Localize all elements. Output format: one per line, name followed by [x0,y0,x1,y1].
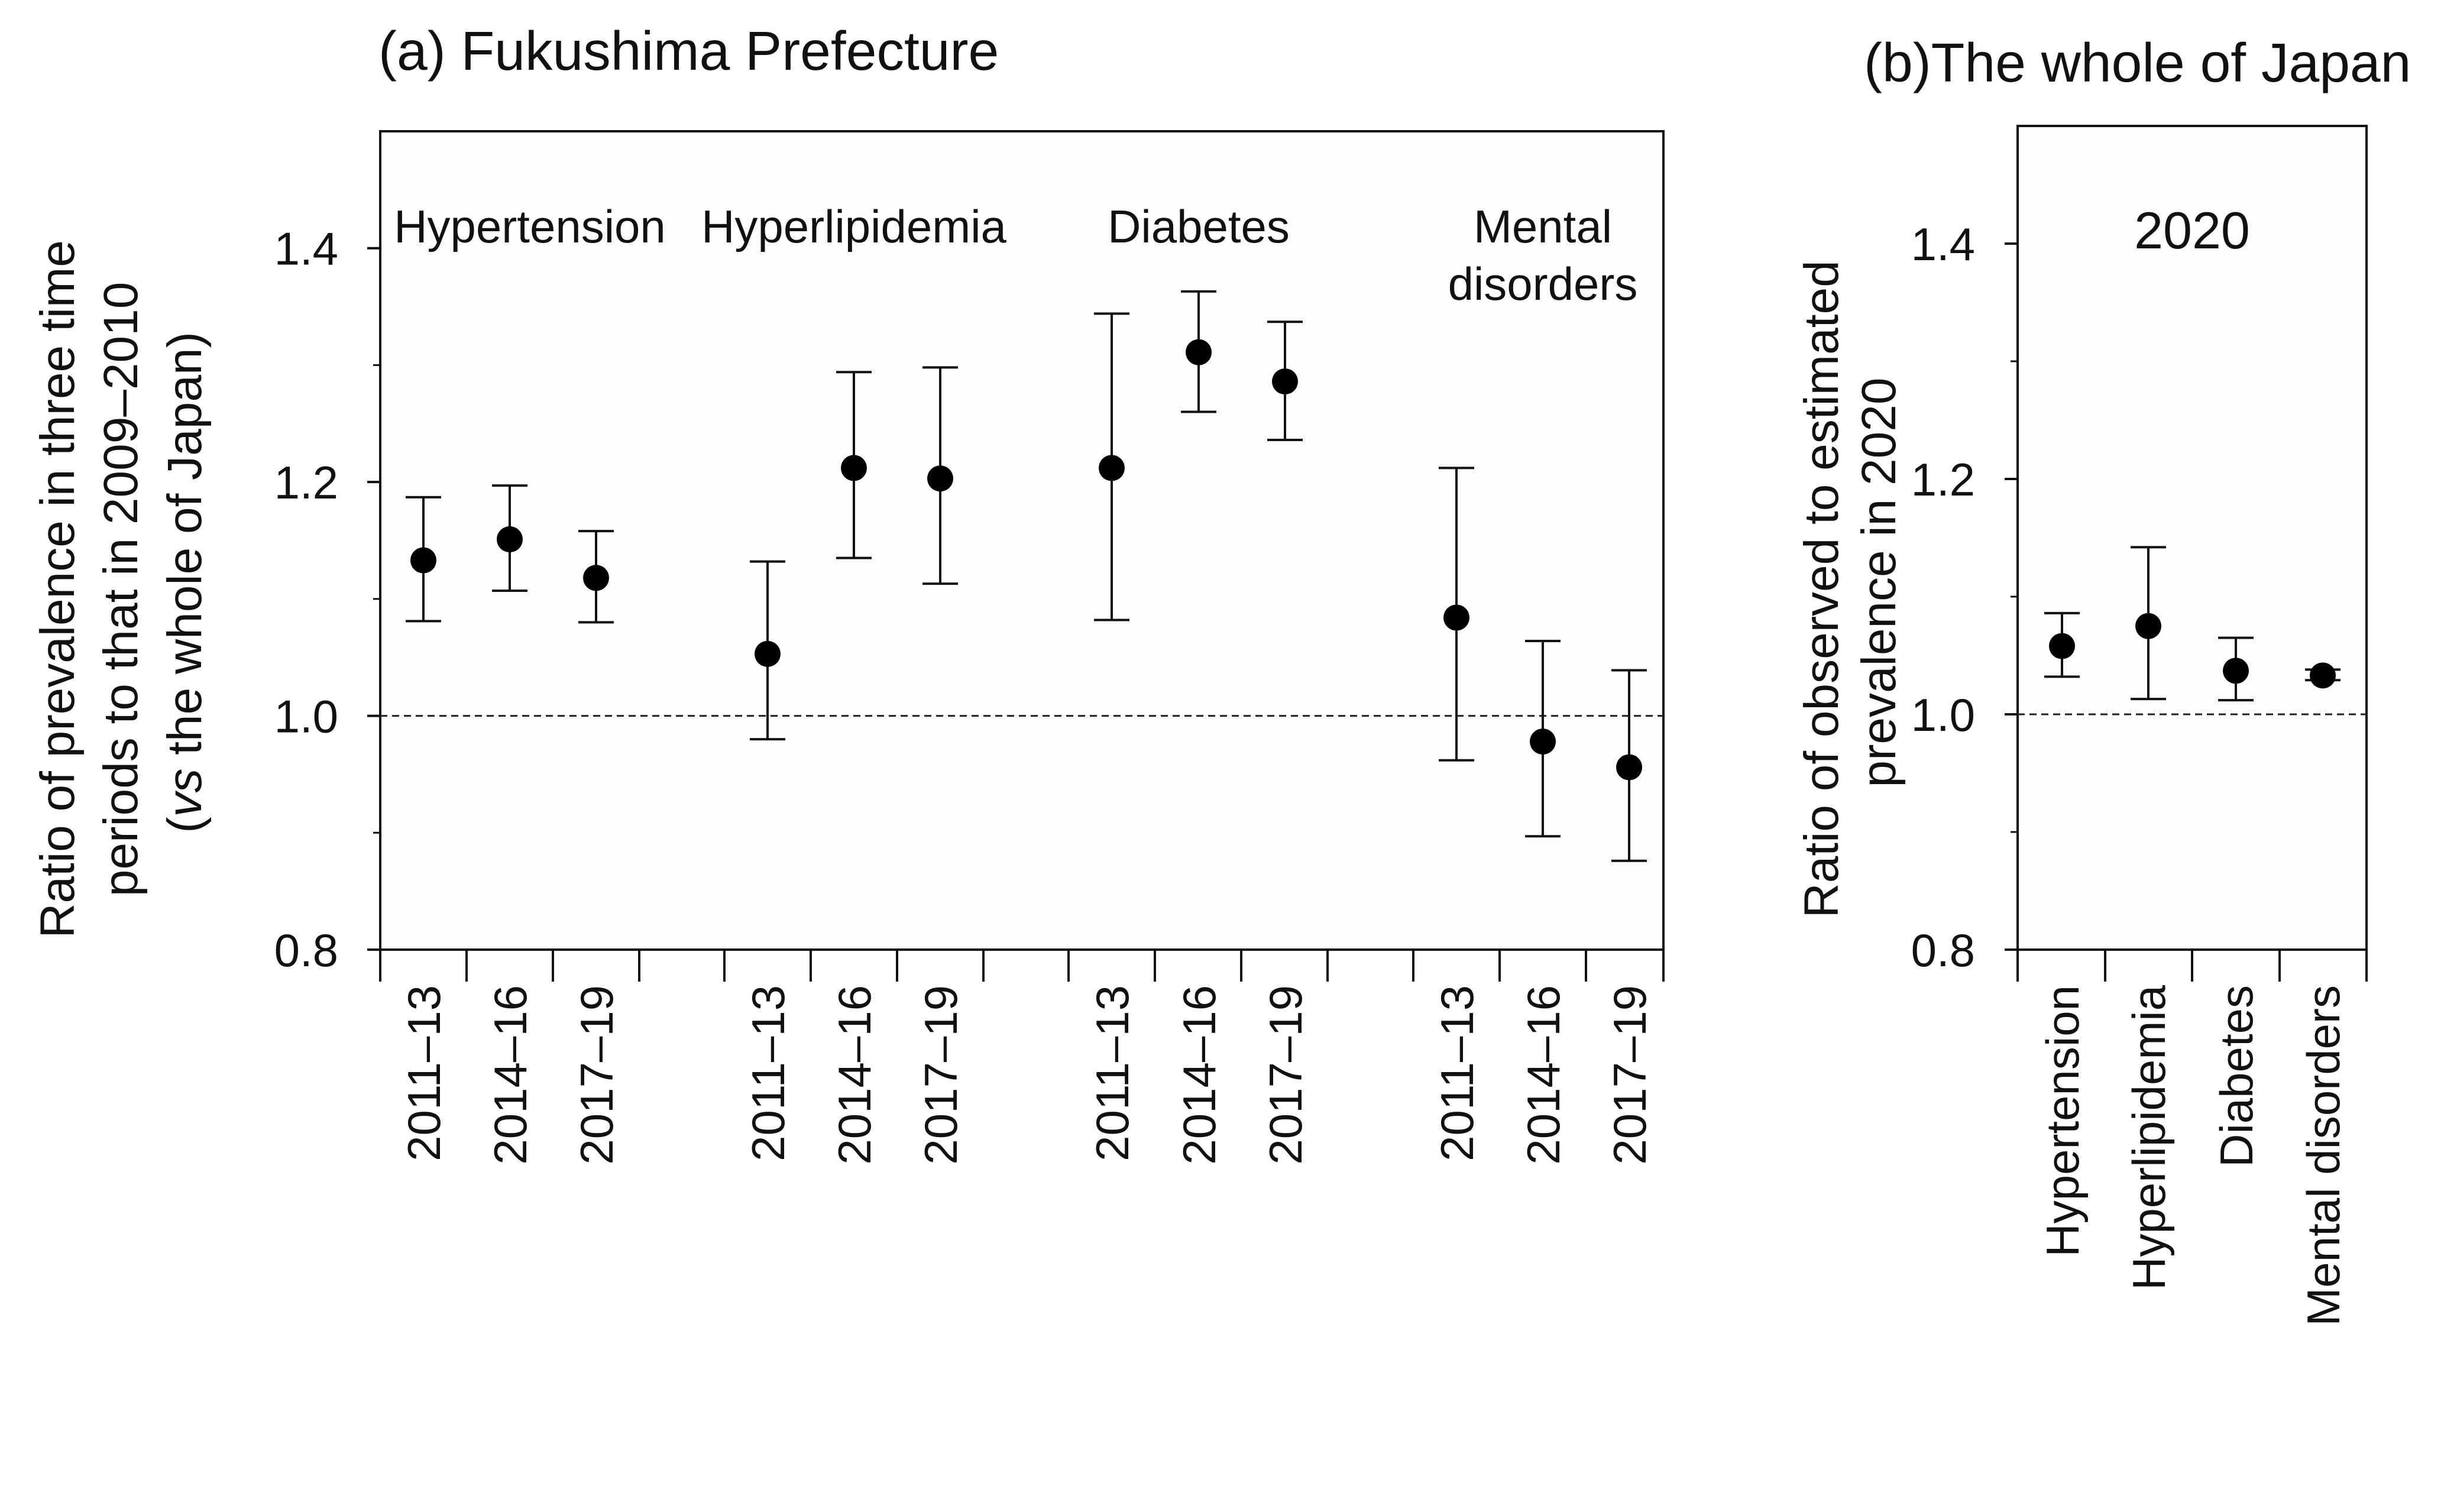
panel-a-x-tick-label: 2011–13 [1086,985,1138,1161]
panel-a-x-tick-label: 2014–16 [828,985,880,1165]
panel-a-y-label-line-2: periods to that in 2009–2010 [94,282,148,897]
panel-b-x-tick-label: Hyperlipidemia [2123,985,2175,1290]
panel-a-x-tick-label: 2014–16 [1517,985,1569,1165]
panel-a-y-tick-label: 1.2 [274,456,338,509]
panel-b-x-axis: Hypertension Hyperlipidemia Diabetes Mental… [2016,950,2368,1326]
panel-b-point [2049,633,2075,659]
panel-a-y-label-rest: the whole of Japan) [158,332,212,768]
panel-b-point [2223,658,2249,684]
panel-a-point [841,455,867,481]
panel-a-point [583,565,609,591]
panel-a-y-axis-label: Ratio of prevalence in three time period… [31,226,212,938]
panel-b-y-label-line-1: Ratio of observed to estimated [1795,260,1849,918]
panel-a-y-label-italic: vs [158,769,212,817]
panel-a-y-label-line-1: Ratio of prevalence in three time [31,240,85,938]
panel-a-group-label: Diabetes [1108,200,1290,252]
panel-b-y-tick-label: 1.0 [1911,689,1975,741]
panel-b-y-tick-label: 0.8 [1911,924,1975,976]
panel-b-point [2310,662,2336,689]
panel-b-x-tick-label: Mental disorders [2297,985,2349,1326]
panel-a-x-tick-label: 2011–13 [398,985,450,1161]
panel-b: (b)The whole of Japan 2020 0.81.01.21.4 … [1795,32,2411,1326]
panel-a-title: (a) Fukushima Prefecture [378,20,999,82]
panel-a-point [1272,368,1298,395]
panel-a-y-tick-label: 1.0 [274,691,338,743]
panel-a-y-tick-label: 1.4 [274,223,338,275]
panel-b-x-tick-label: Hypertension [2037,985,2089,1257]
panel-a-group-label: Mental disorders [1448,200,1638,310]
panel-b-title: (b)The whole of Japan [1864,32,2411,93]
panel-a-x-tick-label: 2017–19 [571,985,623,1165]
panel-a-plot-area [379,130,1665,951]
panel-a-group-label: Hyperlipidemia [701,200,1006,252]
panel-a-y-label-line-3: (vs the whole of Japan) [158,332,212,833]
panel-b-y-axis-label: Ratio of observed to estimated prevalenc… [1795,247,1906,918]
panel-a-group-labels: Hypertension Hyperlipidemia Diabetes Mental… [394,200,1637,310]
panel-a-marks [406,290,1647,862]
panel-a-x-axis: 2011–13 2014–16 2017–19 2011–13 2014–16 2017–… [379,950,1665,1165]
panel-b-y-label-line-2: prevalence in 2020 [1852,378,1906,788]
panel-b-marks [2044,546,2341,702]
panel-a-x-tick-label: 2017–19 [1260,985,1312,1165]
panel-a-point [1616,754,1642,781]
panel-b-plot-area [2016,125,2368,951]
panel-b-annotation: 2020 [2134,201,2250,260]
panel-a-x-tick-label: 2017–19 [1604,985,1656,1165]
panel-b-y-axis: 0.8 1.0 1.2 1.4 [1911,218,2018,976]
panel-a-y-tick-label: 0.8 [274,924,338,976]
panel-b-y-tick-label: 1.2 [1911,454,1975,506]
panel-a-point [1443,604,1469,631]
panel-a-x-tick-label: 2011–13 [1431,985,1483,1161]
panel-a-point [1530,729,1556,755]
panel-a-point [755,640,781,667]
panel-a-point [1186,339,1212,365]
panel-a-point [497,526,523,553]
panel-a-point [1099,455,1125,481]
panel-a-point [410,547,436,574]
panel-b-point [2135,613,2161,639]
panel-a-y-axis: 0.8 1.0 1.2 1.4 [274,223,380,976]
panel-a-x-tick-label: 2014–16 [484,985,536,1165]
panel-a-x-tick-label: 2014–16 [1173,985,1225,1165]
panel-a-x-tick-label: 2017–19 [915,985,967,1165]
panel-a: (a) Fukushima Prefecture 0.8 1.0 1.2 1.4 20… [31,20,1665,1165]
panel-b-y-tick-label: 1.4 [1911,218,1975,270]
panel-a-x-tick-label: 2011–13 [742,985,794,1161]
panel-a-point [927,465,953,492]
panel-b-x-tick-label: Diabetes [2210,985,2262,1167]
panel-a-group-label: Hypertension [394,200,666,252]
